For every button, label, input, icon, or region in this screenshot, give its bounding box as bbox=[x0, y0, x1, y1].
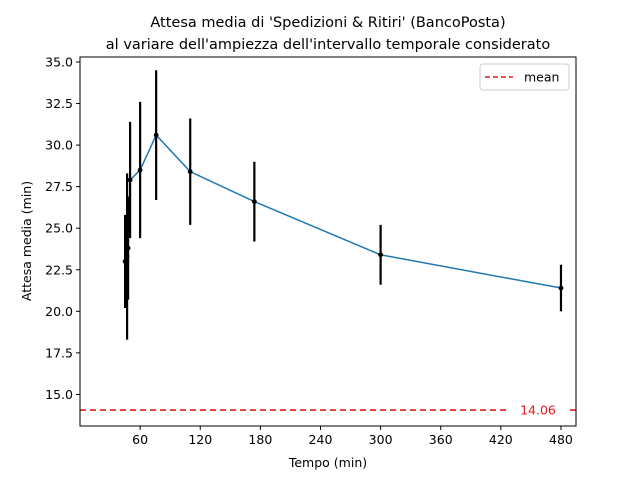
y-tick-label: 25.0 bbox=[45, 221, 73, 236]
data-point bbox=[122, 259, 128, 264]
x-tick-label: 180 bbox=[248, 432, 272, 447]
y-tick-label: 27.5 bbox=[45, 179, 73, 194]
x-tick-label: 480 bbox=[549, 432, 573, 447]
y-axis: 15.0 17.5 20.0 22.5 25.0 27.5 30.0 32.5 35.0 bbox=[45, 54, 80, 402]
data-point bbox=[124, 254, 130, 259]
data-point bbox=[125, 245, 131, 251]
axes-frame bbox=[79, 56, 577, 427]
y-tick-label: 30.0 bbox=[45, 138, 73, 153]
y-tick-label: 35.0 bbox=[45, 54, 73, 69]
chart-title-line1: Attesa media di 'Spedizioni & Ritiri' (B… bbox=[150, 15, 505, 31]
x-tick-label: 420 bbox=[489, 432, 513, 447]
data-point bbox=[137, 167, 143, 173]
y-tick-label: 32.5 bbox=[45, 96, 73, 111]
data-point bbox=[153, 132, 159, 138]
x-tick-label: 360 bbox=[429, 432, 453, 447]
data-point bbox=[127, 177, 133, 183]
data-point bbox=[251, 199, 257, 205]
x-axis-label: Tempo (min) bbox=[288, 455, 367, 470]
x-tick-label: 120 bbox=[188, 432, 212, 447]
chart-title-line2: al variare dell'ampiezza dell'intervallo… bbox=[106, 37, 551, 53]
y-tick-label: 17.5 bbox=[45, 345, 73, 360]
y-tick-label: 15.0 bbox=[45, 387, 73, 402]
legend-mean-label: mean bbox=[524, 70, 559, 85]
data-point bbox=[558, 285, 564, 291]
legend: mean bbox=[479, 63, 570, 91]
plot-area: 14.06 bbox=[80, 70, 576, 419]
x-axis: 60 120 180 240 300 360 420 480 bbox=[132, 426, 573, 447]
x-tick-label: 240 bbox=[309, 432, 333, 447]
y-axis-label: Attesa media (min) bbox=[19, 181, 34, 301]
legend-box bbox=[479, 63, 570, 91]
y-tick-label: 22.5 bbox=[45, 262, 73, 277]
mean-label-background bbox=[508, 402, 568, 419]
y-tick-label: 20.0 bbox=[45, 304, 73, 319]
x-tick-label: 60 bbox=[132, 432, 148, 447]
data-point bbox=[187, 169, 193, 175]
mean-value-label: 14.06 bbox=[520, 403, 556, 418]
x-tick-label: 300 bbox=[369, 432, 393, 447]
data-point bbox=[378, 252, 384, 258]
